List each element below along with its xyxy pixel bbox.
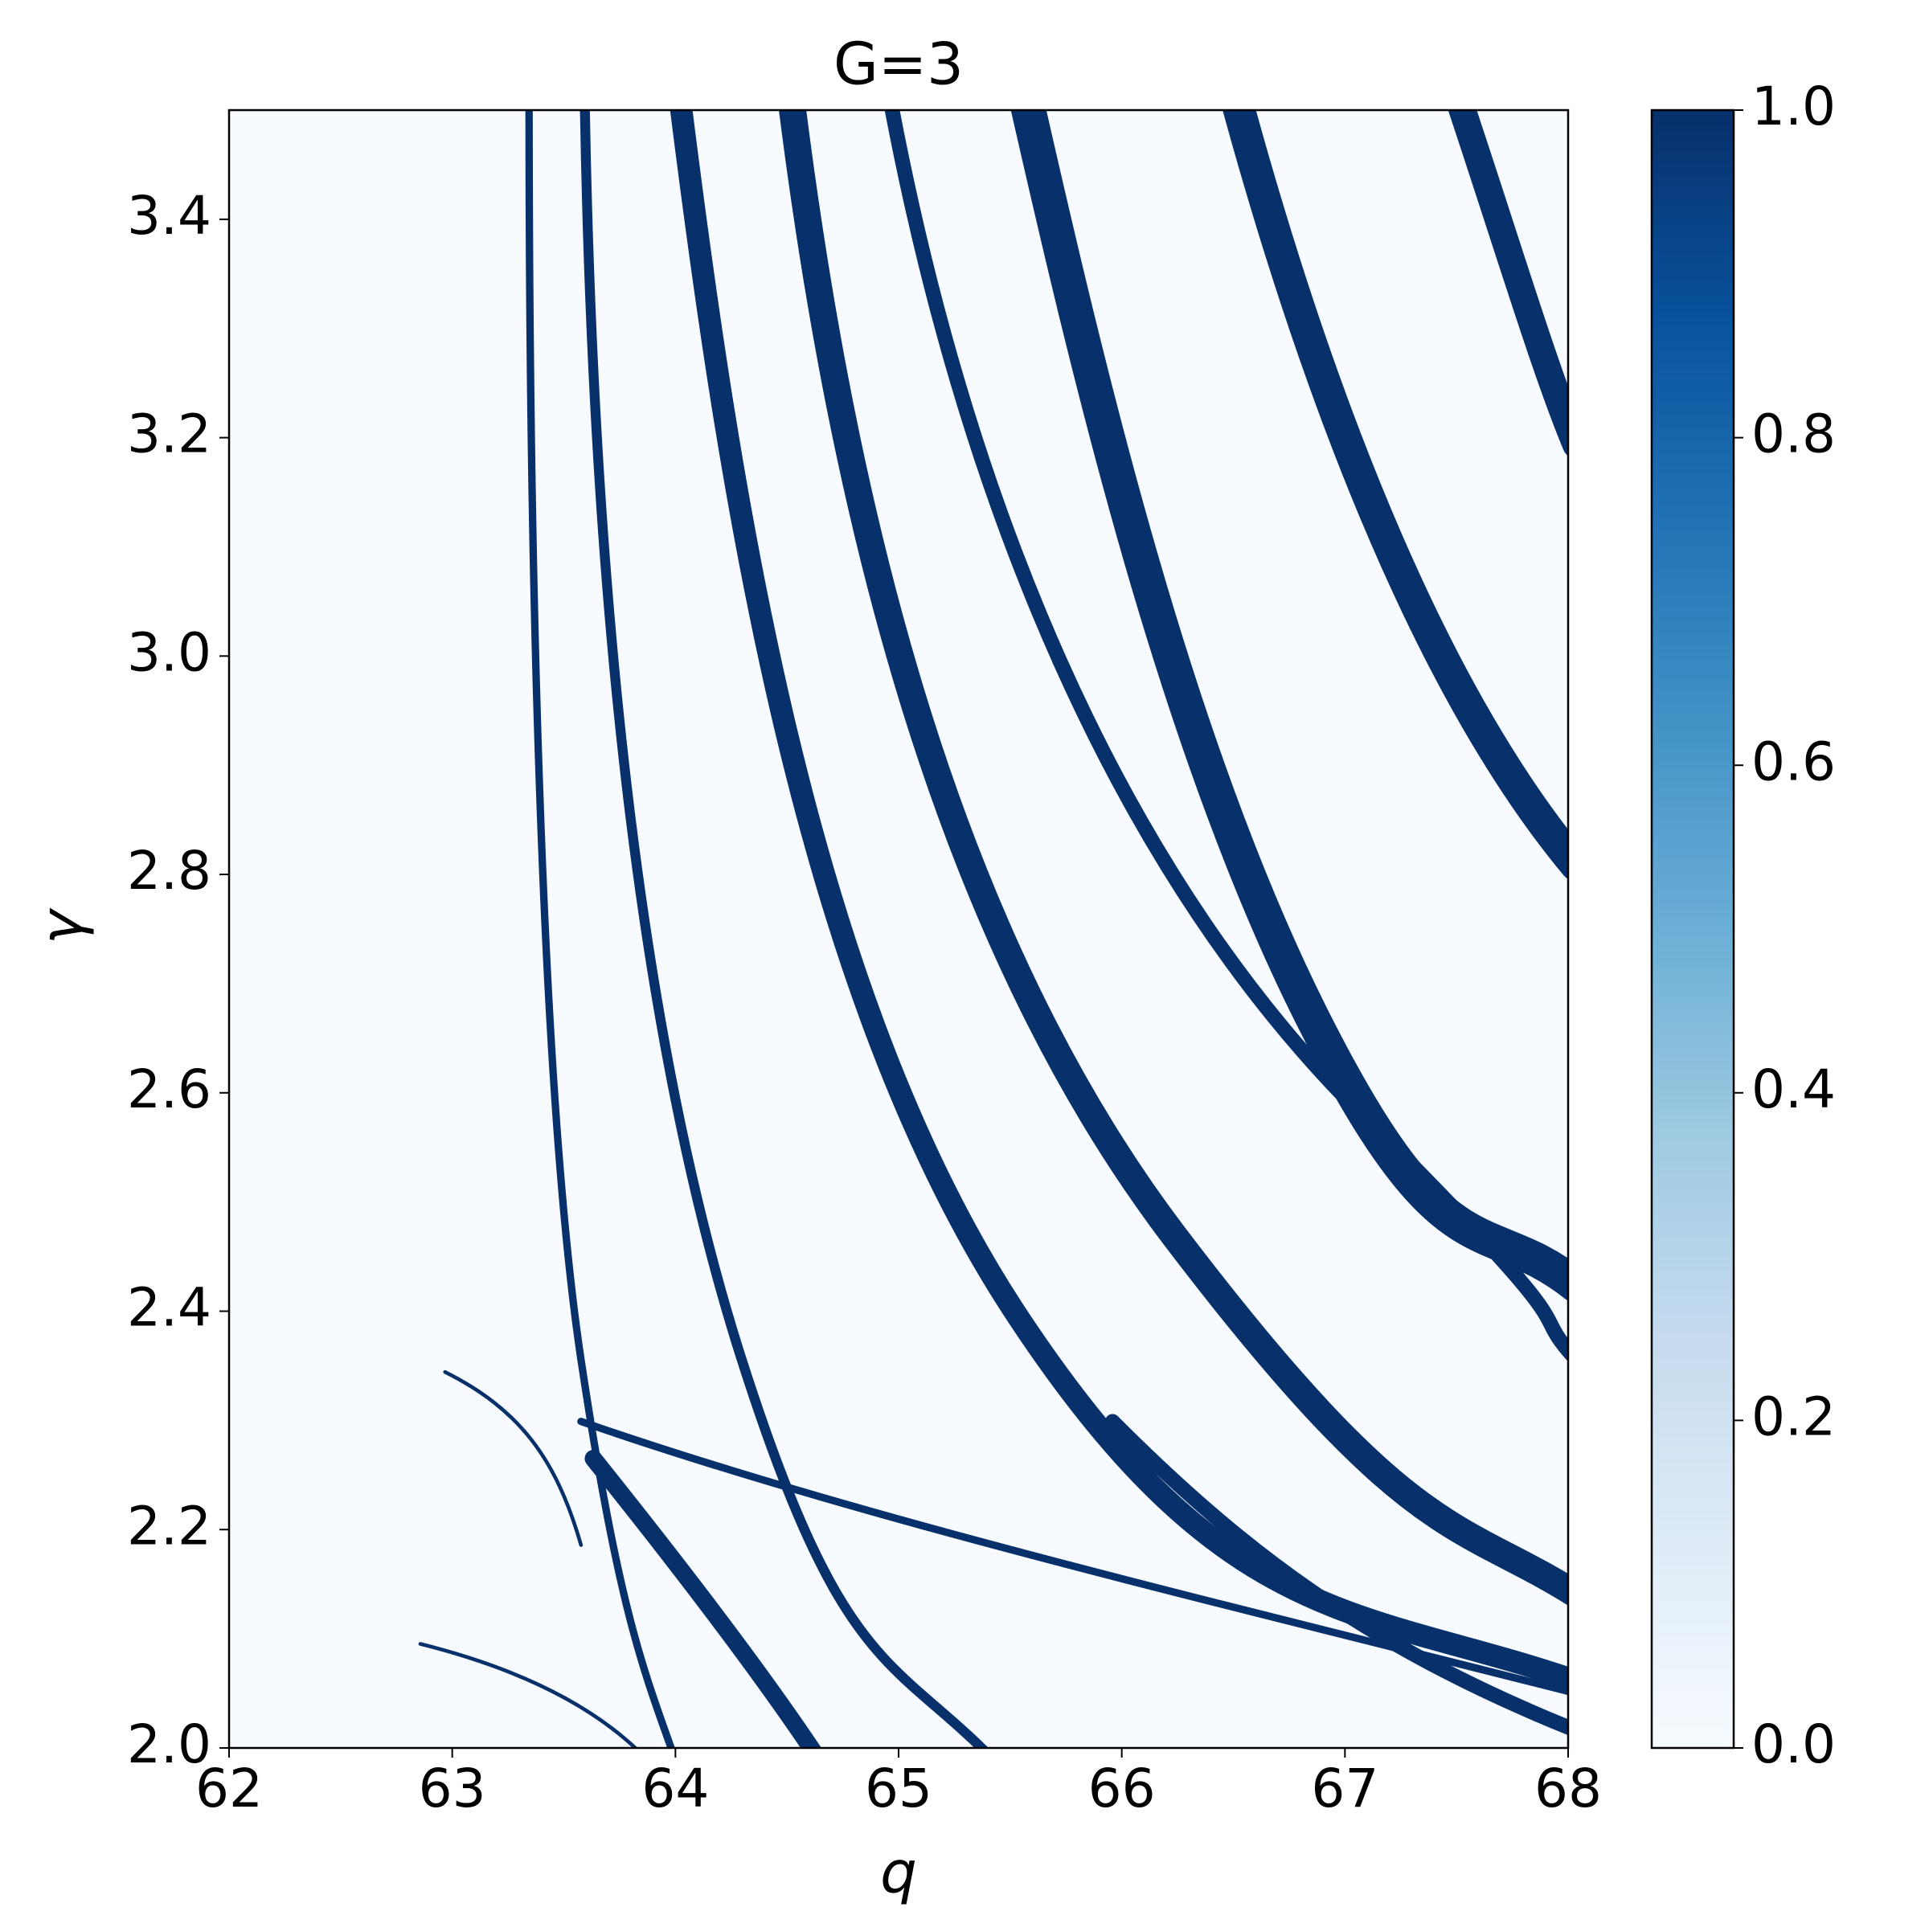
x-tick-label: 63 [419, 1758, 486, 1819]
colorbar-tick-label: 0.0 [1751, 1713, 1836, 1775]
y-tick-label: 2.6 [127, 1058, 211, 1120]
colorbar-tick-label: 1.0 [1751, 76, 1836, 137]
heatmap-background [229, 110, 1568, 1748]
ridge [884, 110, 1568, 1362]
x-tick-label: 66 [1088, 1758, 1156, 1819]
ridge [443, 1369, 584, 1547]
y-tick-label: 3.4 [127, 185, 211, 247]
ridge [525, 110, 675, 1748]
x-tick-label: 68 [1534, 1758, 1602, 1819]
colorbar-tick-label: 0.2 [1751, 1386, 1836, 1447]
x-axis-label: q [880, 1839, 917, 1906]
ridge [584, 1450, 822, 1748]
y-tick-label: 2.8 [127, 840, 211, 902]
x-tick-label: 62 [195, 1758, 263, 1819]
chart-title: G=3 [833, 31, 964, 98]
ridge [1104, 1414, 1568, 1736]
x-tick-label: 64 [641, 1758, 709, 1819]
ridge [779, 110, 1568, 1606]
ridge [418, 1642, 638, 1748]
heatmap-pattern [418, 110, 1568, 1748]
colorbar-tick-label: 0.4 [1751, 1058, 1836, 1120]
ridge [1223, 110, 1568, 879]
colorbar-tick-label: 0.8 [1751, 403, 1836, 465]
y-tick-label: 3.2 [127, 403, 211, 465]
colorbar-tick-label: 0.6 [1751, 731, 1836, 792]
y-tick-label: 2.2 [127, 1495, 211, 1557]
y-tick-label: 3.0 [127, 621, 211, 683]
y-axis-label: γ [28, 907, 96, 944]
ridge [1448, 110, 1568, 456]
y-tick-label: 2.4 [127, 1277, 211, 1339]
x-tick-label: 67 [1311, 1758, 1378, 1819]
y-tick-label: 2.0 [127, 1713, 211, 1775]
colorbar [1650, 108, 1735, 1750]
ridge [580, 110, 989, 1748]
x-tick-label: 65 [865, 1758, 932, 1819]
